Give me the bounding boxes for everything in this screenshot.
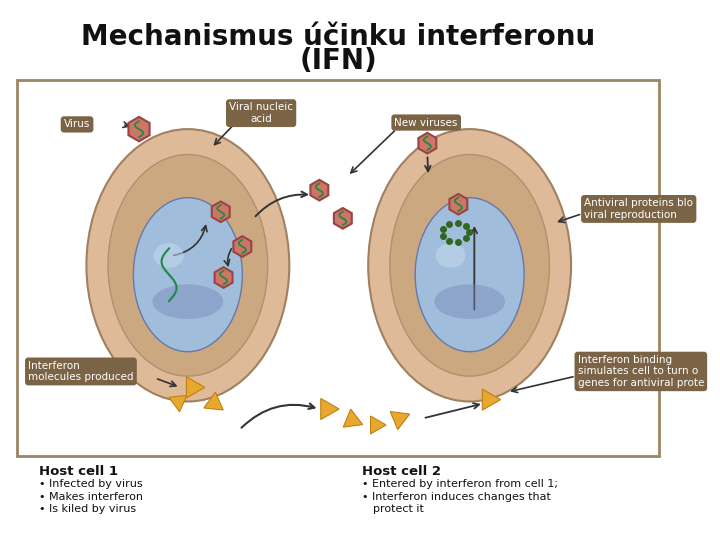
Polygon shape (321, 399, 339, 420)
Ellipse shape (415, 198, 524, 352)
Text: • Makes interferon: • Makes interferon (40, 491, 143, 502)
Polygon shape (418, 133, 436, 153)
Polygon shape (334, 208, 352, 228)
Polygon shape (169, 395, 186, 412)
Polygon shape (390, 411, 410, 430)
Polygon shape (482, 389, 500, 410)
Text: Viral nucleic
acid: Viral nucleic acid (229, 103, 293, 124)
Ellipse shape (153, 285, 223, 319)
Text: Host cell 2: Host cell 2 (361, 465, 441, 478)
Polygon shape (371, 416, 386, 434)
Ellipse shape (86, 129, 289, 402)
Text: Interferon binding
simulates cell to turn o
genes for antiviral prote: Interferon binding simulates cell to tur… (577, 355, 704, 388)
Bar (17, 80, 660, 456)
Text: • Infected by virus: • Infected by virus (40, 480, 143, 489)
Text: New viruses: New viruses (395, 118, 458, 127)
Polygon shape (449, 194, 467, 214)
Ellipse shape (436, 243, 466, 268)
Polygon shape (212, 201, 230, 222)
Text: • Entered by interferon from cell 1;: • Entered by interferon from cell 1; (361, 480, 557, 489)
Text: Virus: Virus (64, 119, 90, 130)
Text: Interferon
molecules produced: Interferon molecules produced (28, 361, 134, 382)
Text: • Is kiled by virus: • Is kiled by virus (40, 504, 137, 514)
Polygon shape (215, 267, 233, 288)
Polygon shape (186, 377, 204, 398)
Ellipse shape (390, 154, 549, 376)
Text: Host cell 1: Host cell 1 (40, 465, 119, 478)
Text: Antiviral proteins blo
viral reproduction: Antiviral proteins blo viral reproductio… (584, 198, 693, 220)
Text: (IFN): (IFN) (300, 48, 377, 76)
Text: protect it: protect it (373, 504, 424, 514)
Polygon shape (233, 236, 251, 257)
Polygon shape (128, 117, 150, 141)
Polygon shape (204, 392, 223, 410)
Ellipse shape (133, 198, 243, 352)
Ellipse shape (108, 154, 268, 376)
Ellipse shape (154, 243, 184, 268)
Polygon shape (310, 180, 328, 200)
Ellipse shape (434, 285, 505, 319)
Text: • Interferon induces changes that: • Interferon induces changes that (361, 491, 551, 502)
Polygon shape (343, 409, 363, 427)
Ellipse shape (368, 129, 571, 402)
Text: Mechanismus účinku interferonu: Mechanismus účinku interferonu (81, 23, 595, 51)
